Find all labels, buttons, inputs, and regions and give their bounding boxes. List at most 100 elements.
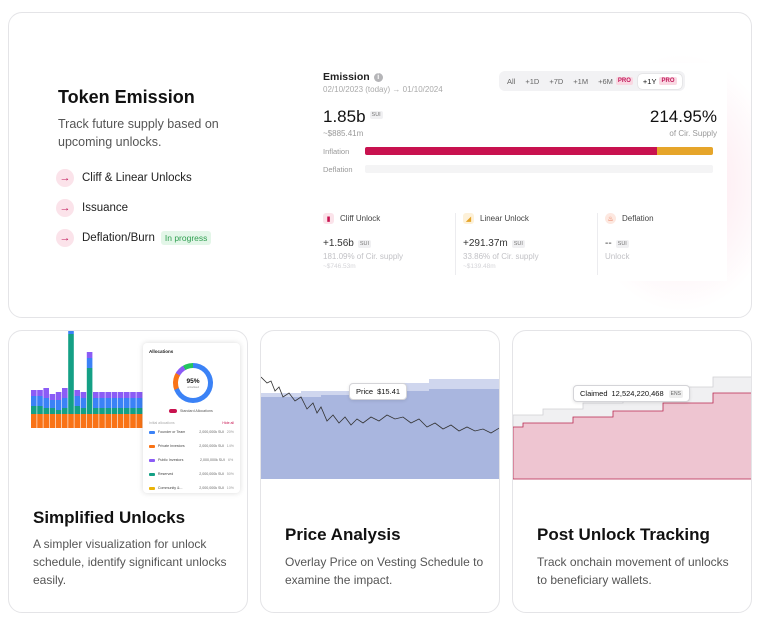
allocation-percent: 50% bbox=[226, 472, 234, 476]
unlock-bar-segment bbox=[49, 414, 56, 428]
donut-center: 95% unlocked bbox=[178, 368, 208, 398]
unlock-bar-segment bbox=[49, 400, 56, 408]
area-chart-icon: ◢ bbox=[463, 213, 474, 224]
date-start: 02/10/2023 (today) bbox=[323, 85, 391, 94]
price-tooltip: Price $15.41 bbox=[349, 383, 408, 400]
allocation-name: Community &... bbox=[157, 486, 183, 490]
allocation-amount: 2,000,000k SUI bbox=[199, 486, 225, 490]
range-1m[interactable]: +1M bbox=[568, 74, 593, 89]
post-unlock-title: Post Unlock Tracking bbox=[537, 525, 710, 544]
arrow-right-icon: → bbox=[56, 229, 74, 247]
unlock-bar-segment bbox=[117, 414, 124, 428]
price-line bbox=[261, 376, 499, 434]
range-6m[interactable]: +6M PRO bbox=[593, 74, 638, 89]
date-separator: → bbox=[390, 85, 403, 94]
unlock-bar-segment bbox=[80, 398, 87, 408]
unlock-bar-segment bbox=[31, 396, 37, 406]
unlock-bar-segment bbox=[62, 388, 68, 398]
arrow-right-icon: → bbox=[56, 169, 74, 187]
unlock-bar-segment bbox=[80, 408, 87, 414]
deflation-bar bbox=[365, 165, 713, 173]
unlock-bar-segment bbox=[136, 398, 142, 408]
unlock-bar-segment bbox=[117, 392, 124, 398]
stat-value: +291.37m bbox=[463, 238, 508, 249]
info-icon[interactable]: i bbox=[373, 72, 383, 82]
unlock-bar-segment bbox=[31, 390, 37, 396]
stat-usd: ~$746.53m bbox=[323, 263, 356, 270]
range-all[interactable]: All bbox=[502, 74, 520, 89]
feature-label: Issuance bbox=[82, 202, 129, 214]
stat-value-row: +291.37m SUI bbox=[463, 238, 593, 249]
unlock-bar-segment bbox=[105, 398, 111, 408]
allocation-percent: 10% bbox=[226, 486, 234, 490]
allocation-name: Public Investors bbox=[158, 458, 184, 462]
pro-badge: PRO bbox=[659, 77, 677, 85]
arrow-right-icon: → bbox=[56, 199, 74, 217]
claimed-step-illustration bbox=[513, 376, 751, 480]
inflation-bar-cliff bbox=[365, 147, 658, 155]
token-emission-subtitle: Track future supply based on upcoming un… bbox=[58, 117, 219, 149]
unlock-bar-segment bbox=[43, 398, 49, 408]
unlock-bar-segment bbox=[93, 414, 99, 428]
unlock-bar-segment bbox=[124, 408, 130, 414]
standard-allocations-toggle[interactable]: Standard Allocations bbox=[169, 409, 213, 413]
unlock-bar-segment bbox=[49, 394, 56, 400]
unlock-bar-segment bbox=[68, 331, 74, 334]
post-unlock-tracking-card: Claimed 12,524,220,468 ENS Post Unlock T… bbox=[512, 330, 752, 613]
unlock-bar-segment bbox=[99, 398, 105, 408]
unlock-bar-segment bbox=[37, 390, 43, 396]
unlock-bar-segment bbox=[130, 408, 136, 414]
flame-icon: ♨ bbox=[605, 213, 616, 224]
stat-head: ♨ Deflation bbox=[605, 213, 735, 224]
toggle-switch[interactable] bbox=[169, 409, 177, 413]
unlock-bar-segment bbox=[99, 408, 105, 414]
hide-all-link[interactable]: Hide all bbox=[222, 421, 234, 425]
allocation-donut: 95% unlocked bbox=[173, 363, 213, 403]
emission-amount-usd: ~$885.41m bbox=[323, 129, 364, 138]
allocations-title: Allocations bbox=[149, 349, 174, 354]
legend-swatch bbox=[149, 430, 155, 434]
simplified-unlocks-description: A simpler visualization for unlock sched… bbox=[33, 537, 227, 587]
stat-head: ▮ Cliff Unlock bbox=[323, 213, 453, 224]
post-unlock-description: Track onchain movement of unlocks to ben… bbox=[537, 555, 729, 587]
emission-percent: 214.95% bbox=[649, 107, 717, 126]
unlock-bar-segment bbox=[86, 358, 93, 368]
unlock-bar-segment bbox=[111, 414, 118, 428]
unlock-bar-segment bbox=[117, 408, 124, 414]
unlock-bar-segment bbox=[124, 398, 130, 408]
price-analysis-card: Price $15.41 Price Analysis Overlay Pric… bbox=[260, 330, 500, 613]
stat-value-row: +1.56b SUI bbox=[323, 238, 453, 249]
unlock-bar-segment bbox=[93, 392, 99, 398]
range-7d[interactable]: +7D bbox=[544, 74, 568, 89]
stat-value-row: -- SUI bbox=[605, 238, 735, 249]
tooltip-value: 12,524,220,468 bbox=[611, 389, 664, 398]
unlock-bar-segment bbox=[55, 392, 62, 400]
unit-tag: SUI bbox=[511, 239, 525, 248]
unlock-bar-segment bbox=[136, 392, 142, 398]
range-label: +6M bbox=[598, 76, 613, 86]
unlock-bar-segment bbox=[111, 408, 118, 414]
allocation-amount: 2,000,000k SUI bbox=[199, 444, 225, 448]
feature-issuance: → Issuance bbox=[56, 199, 128, 217]
unlock-bar-segment bbox=[68, 414, 74, 428]
range-1y[interactable]: +1Y PRO bbox=[637, 73, 682, 89]
unlock-bar-segment bbox=[62, 414, 68, 428]
stat-sub: 33.86% of Cir. supply bbox=[463, 252, 539, 261]
tooltip-label: Price bbox=[356, 387, 374, 396]
unit-tag: SUI bbox=[615, 239, 629, 248]
allocation-amount: 2,000,000k SUI bbox=[199, 472, 225, 476]
legend-swatch bbox=[149, 472, 155, 476]
unlock-bar-segment bbox=[130, 398, 136, 408]
range-1d[interactable]: +1D bbox=[520, 74, 544, 89]
stat-name: Linear Unlock bbox=[480, 214, 529, 223]
unlock-bar-segment bbox=[130, 414, 136, 428]
donut-percent: 95% bbox=[186, 377, 200, 385]
feature-deflation: → Deflation/Burn In progress bbox=[56, 229, 212, 247]
stat-name: Deflation bbox=[622, 214, 654, 223]
allocation-name: Private Investors bbox=[157, 444, 185, 448]
unlock-bar-segment bbox=[55, 400, 62, 410]
stat-name: Cliff Unlock bbox=[340, 214, 381, 223]
unlock-bar-segment bbox=[86, 414, 93, 428]
stat-usd: ~$139.48m bbox=[463, 263, 496, 270]
unlock-bar-segment bbox=[93, 408, 99, 414]
